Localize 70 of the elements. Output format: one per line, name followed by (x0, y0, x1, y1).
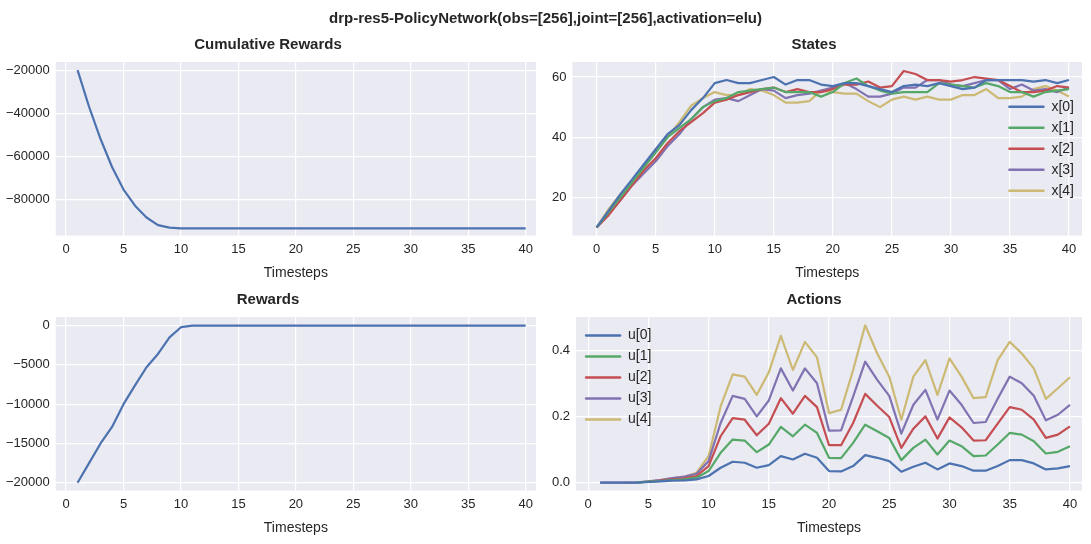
x-tick-label: 40 (518, 495, 533, 511)
legend-label: u[2] (628, 368, 652, 385)
y-tick-label: −40000 (5, 104, 50, 120)
legend-label: x[1] (1051, 118, 1075, 135)
x-tick-label: 30 (403, 495, 418, 511)
x-tick-label: 15 (761, 495, 777, 511)
x-axis-title: Timesteps (797, 519, 862, 536)
x-tick-label: 5 (652, 240, 660, 256)
x-tick-label: 20 (825, 240, 841, 256)
x-tick-label: 35 (1002, 240, 1018, 256)
x-tick-label: 15 (231, 240, 246, 256)
legend-label: x[4] (1051, 181, 1075, 198)
x-tick-label: 20 (288, 495, 304, 511)
x-tick-label: 0 (584, 495, 592, 511)
x-tick-label: 0 (62, 240, 70, 256)
y-tick-label: −80000 (5, 190, 50, 206)
y-tick-label: −20000 (5, 61, 50, 77)
x-tick-label: 20 (288, 240, 304, 256)
x-tick-label: 5 (119, 240, 128, 256)
chart-title: Rewards (236, 290, 300, 308)
x-tick-label: 30 (403, 240, 418, 256)
x-tick-label: 25 (882, 495, 897, 511)
x-tick-label: 25 (346, 495, 361, 511)
x-tick-label: 35 (460, 495, 476, 511)
y-tick-label: 0.2 (551, 407, 571, 423)
x-tick-label: 40 (1062, 495, 1078, 511)
x-tick-label: 10 (173, 495, 189, 511)
x-axis-title: Timesteps (795, 264, 860, 281)
x-tick-label: 15 (766, 240, 782, 256)
y-tick-label: −60000 (5, 147, 50, 163)
y-tick-label: 0.0 (551, 474, 571, 490)
y-tick-label: 20 (551, 188, 567, 204)
chart-title: Cumulative Rewards (194, 35, 342, 53)
legend-label: u[1] (628, 347, 652, 364)
x-tick-label: 40 (1061, 240, 1077, 256)
y-tick-label: 60 (551, 68, 567, 84)
x-tick-label: 10 (701, 495, 716, 511)
y-tick-label: −10000 (5, 395, 50, 411)
x-axis-title: Timesteps (263, 264, 328, 281)
x-tick-label: 20 (821, 495, 837, 511)
chart-title: States (791, 35, 837, 53)
y-tick-label: −15000 (5, 435, 50, 451)
legend-label: x[3] (1051, 160, 1075, 177)
x-tick-label: 10 (707, 240, 722, 256)
y-tick-label: 0.4 (551, 341, 571, 357)
x-tick-label: 30 (942, 495, 957, 511)
x-tick-label: 35 (1002, 495, 1017, 511)
x-tick-label: 25 (346, 240, 361, 256)
legend-label: u[4] (628, 410, 652, 427)
x-tick-label: 40 (518, 240, 533, 256)
chart-title: Actions (786, 290, 842, 308)
x-tick-label: 0 (62, 495, 70, 511)
x-tick-label: 35 (460, 240, 476, 256)
x-tick-label: 25 (884, 240, 900, 256)
legend-label: u[0] (628, 326, 652, 343)
legend-label: x[2] (1051, 139, 1075, 156)
y-tick-label: −20000 (5, 474, 50, 490)
y-tick-label: −5000 (13, 356, 50, 372)
text: drp-res5-PolicyNetwork(obs=[256],joint=[256],activation=elu) (328, 8, 763, 26)
x-axis-title: Timesteps (263, 519, 328, 536)
x-tick-label: 0 (593, 240, 601, 256)
y-tick-label: 0 (42, 317, 50, 333)
x-tick-label: 15 (231, 495, 246, 511)
legend-label: x[0] (1051, 97, 1075, 114)
x-tick-label: 5 (644, 495, 652, 511)
x-tick-label: 10 (173, 240, 189, 256)
y-tick-label: 40 (551, 128, 567, 144)
x-tick-label: 30 (943, 240, 959, 256)
x-tick-label: 5 (119, 495, 128, 511)
legend-label: u[3] (628, 389, 652, 406)
